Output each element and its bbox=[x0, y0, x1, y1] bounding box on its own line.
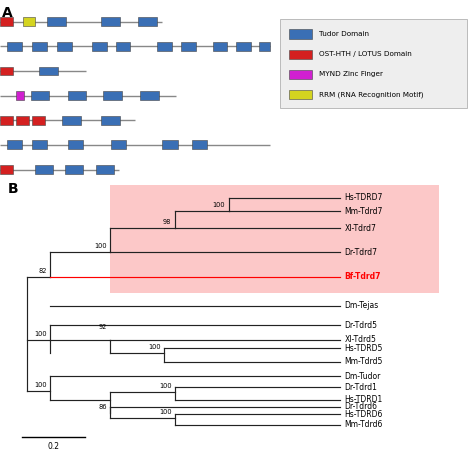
Text: OST-HTH / LOTUS Domain: OST-HTH / LOTUS Domain bbox=[319, 51, 412, 57]
Bar bbox=[162, 141, 178, 150]
Bar bbox=[31, 91, 49, 100]
Bar bbox=[96, 165, 114, 174]
Bar bbox=[101, 18, 120, 26]
Bar bbox=[35, 165, 54, 174]
Bar bbox=[0, 66, 13, 75]
Text: Mm-Tdrd7: Mm-Tdrd7 bbox=[345, 207, 383, 216]
Text: Mm-Tdrd5: Mm-Tdrd5 bbox=[345, 357, 383, 366]
Bar bbox=[289, 49, 312, 59]
Text: Dm-Tejas: Dm-Tejas bbox=[345, 301, 379, 310]
Bar bbox=[181, 42, 196, 51]
Text: A: A bbox=[2, 6, 13, 20]
Bar bbox=[16, 91, 24, 100]
Bar bbox=[289, 29, 312, 39]
Bar bbox=[157, 42, 172, 51]
Text: Xl-Tdrd5: Xl-Tdrd5 bbox=[345, 335, 376, 344]
Bar bbox=[57, 42, 72, 51]
Bar bbox=[103, 91, 122, 100]
Text: 0.2: 0.2 bbox=[47, 442, 60, 449]
Text: Hs-TDRD7: Hs-TDRD7 bbox=[345, 193, 383, 202]
Text: Dr-Tdrd1: Dr-Tdrd1 bbox=[345, 383, 377, 392]
Bar bbox=[289, 90, 312, 99]
Text: Bf-Tdrd7: Bf-Tdrd7 bbox=[345, 272, 381, 281]
Bar bbox=[213, 42, 227, 51]
Text: 100: 100 bbox=[34, 382, 47, 388]
Text: 98: 98 bbox=[163, 219, 172, 225]
Bar bbox=[101, 116, 120, 125]
Text: Hs-TDRD1: Hs-TDRD1 bbox=[345, 395, 383, 404]
Bar bbox=[111, 141, 127, 150]
Bar bbox=[39, 66, 58, 75]
Text: Dm-Tudor: Dm-Tudor bbox=[345, 372, 381, 381]
Bar bbox=[67, 141, 83, 150]
Bar bbox=[32, 116, 46, 125]
Bar bbox=[0, 165, 13, 174]
Bar bbox=[0, 116, 13, 125]
Text: MYND Zinc Finger: MYND Zinc Finger bbox=[319, 71, 383, 77]
Text: 92: 92 bbox=[99, 324, 107, 330]
Text: Tudor Domain: Tudor Domain bbox=[319, 31, 369, 37]
Bar bbox=[16, 116, 29, 125]
Text: RRM (RNA Recognition Motif): RRM (RNA Recognition Motif) bbox=[319, 92, 423, 98]
Bar bbox=[280, 19, 467, 108]
Text: Mm-Tdrd6: Mm-Tdrd6 bbox=[345, 420, 383, 429]
Text: 100: 100 bbox=[34, 331, 47, 337]
Bar bbox=[32, 141, 47, 150]
Bar bbox=[138, 18, 157, 26]
Bar bbox=[7, 42, 22, 51]
Bar bbox=[47, 18, 66, 26]
Bar bbox=[0, 18, 13, 26]
Text: 100: 100 bbox=[94, 243, 107, 250]
Bar bbox=[140, 91, 159, 100]
Text: Dr-Tdrd6: Dr-Tdrd6 bbox=[345, 402, 378, 411]
Bar bbox=[116, 42, 130, 51]
Bar bbox=[110, 185, 439, 292]
Text: 100: 100 bbox=[212, 202, 225, 208]
Bar bbox=[67, 91, 86, 100]
Text: Dr-Tdrd5: Dr-Tdrd5 bbox=[345, 321, 378, 330]
Bar bbox=[23, 18, 35, 26]
Text: 100: 100 bbox=[148, 344, 161, 350]
Bar bbox=[7, 141, 22, 150]
Text: 86: 86 bbox=[99, 404, 107, 410]
Bar bbox=[92, 42, 107, 51]
Bar bbox=[65, 165, 83, 174]
Text: Hs-TDRD5: Hs-TDRD5 bbox=[345, 344, 383, 353]
Bar bbox=[192, 141, 208, 150]
Bar bbox=[32, 42, 47, 51]
Text: 82: 82 bbox=[38, 268, 47, 274]
Bar bbox=[259, 42, 270, 51]
Text: Hs-TDRD6: Hs-TDRD6 bbox=[345, 409, 383, 418]
Text: 100: 100 bbox=[159, 383, 172, 389]
Bar bbox=[289, 70, 312, 79]
Text: 100: 100 bbox=[159, 409, 172, 415]
Bar bbox=[237, 42, 251, 51]
Text: Xl-Tdrd7: Xl-Tdrd7 bbox=[345, 224, 376, 233]
Text: Dr-Tdrd7: Dr-Tdrd7 bbox=[345, 248, 378, 257]
Bar bbox=[62, 116, 81, 125]
Text: B: B bbox=[7, 182, 18, 196]
